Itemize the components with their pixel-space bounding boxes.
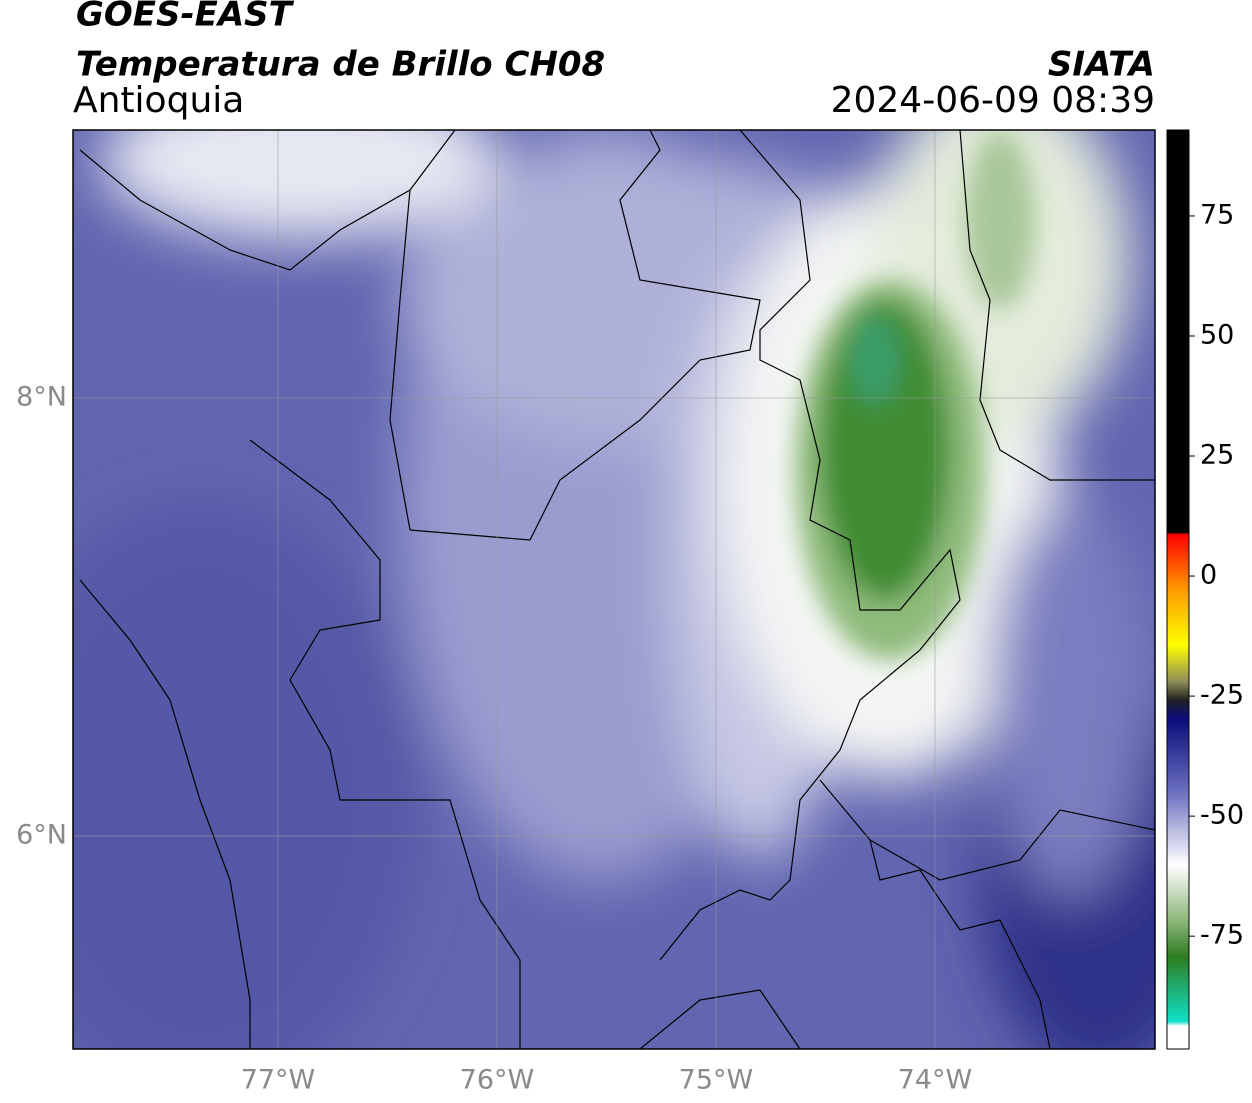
colorbar-tick-label: -50 [1200,800,1244,831]
colorbar-tick-label: 75 [1200,199,1234,230]
colorbar-tick-label: 0 [1200,560,1217,591]
satellite-image [73,130,1155,1049]
subtitle: Temperatura de Brillo CH08 [76,45,605,85]
map-frame [72,129,1156,1050]
colorbar-tick-label: -25 [1200,680,1244,711]
x-tick-label: 77°W [241,1065,316,1096]
title: GOES-EAST [76,0,295,35]
y-tick-label: 8°N [16,382,67,413]
datetime: 2024-06-09 08:39 [831,80,1155,121]
x-tick-label: 76°W [460,1065,535,1096]
region: Antioquia [73,80,244,121]
colorbar-tick-label: -75 [1200,920,1244,951]
x-tick-label: 75°W [679,1065,754,1096]
y-tick-label: 6°N [16,819,67,850]
colorbar [1166,129,1190,1050]
source: SIATA [1048,45,1155,85]
x-tick-label: 74°W [898,1065,973,1096]
colorbar-tick-label: 25 [1200,440,1234,471]
colorbar-tick-label: 50 [1200,319,1234,350]
